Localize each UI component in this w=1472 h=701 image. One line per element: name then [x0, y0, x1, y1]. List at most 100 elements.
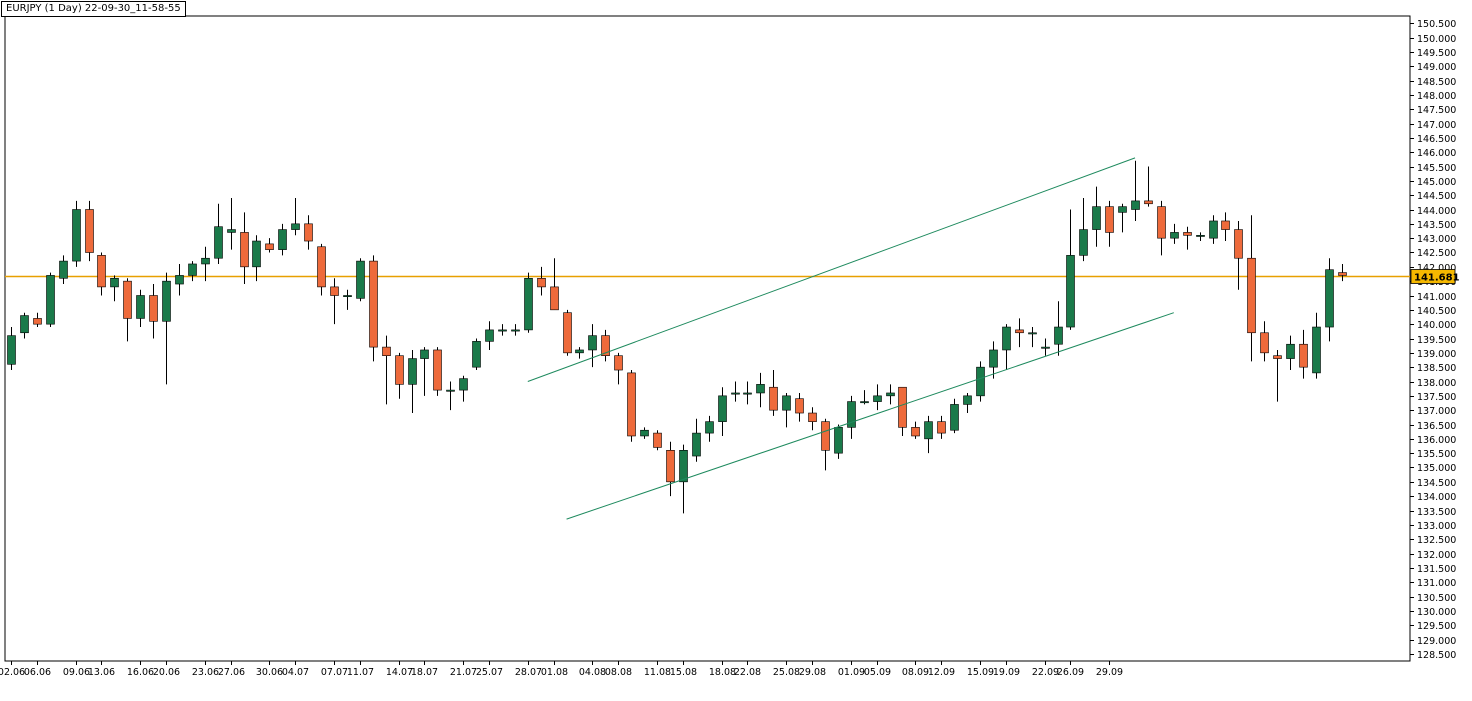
y-tick-label: 141.000 — [1417, 292, 1456, 303]
candle — [821, 418, 830, 471]
candle-body-up — [705, 421, 714, 434]
y-tick-label: 135.000 — [1417, 463, 1456, 474]
candle-body-down — [601, 335, 610, 356]
x-tick-label: 14.07 — [386, 667, 413, 678]
y-tick-label: 148.500 — [1417, 77, 1456, 88]
candle-body-up — [1196, 235, 1205, 237]
candle-body-down — [937, 421, 946, 434]
candle — [1338, 263, 1347, 282]
candle-body-up — [950, 404, 959, 431]
candle — [718, 387, 727, 436]
x-tick-label: 15.09 — [967, 667, 994, 678]
candle — [214, 203, 223, 264]
x-tick-label: 13.06 — [88, 667, 115, 678]
y-tick-label: 140.000 — [1417, 320, 1456, 331]
candle — [1196, 232, 1205, 242]
upper-channel-line — [527, 157, 1136, 382]
candle-body-down — [1015, 329, 1024, 334]
y-tick-label: 128.500 — [1417, 650, 1456, 661]
candle — [1028, 327, 1037, 348]
candle — [356, 258, 365, 302]
y-tick-label: 133.500 — [1417, 507, 1456, 518]
y-tick-label: 150.000 — [1417, 34, 1456, 45]
candle-body-up — [1131, 200, 1140, 210]
candle — [782, 392, 791, 428]
candle-body-up — [485, 329, 494, 342]
candle-body-down — [563, 312, 572, 354]
candle — [860, 390, 869, 405]
lower-channel-line — [566, 312, 1174, 520]
candle-body-down — [653, 432, 662, 448]
x-tick-label: 28.07 — [515, 667, 542, 678]
candle-body-down — [795, 398, 804, 414]
candle-body-up — [20, 315, 29, 334]
candle — [1105, 200, 1114, 247]
candle-body-up — [59, 260, 68, 279]
candle — [72, 200, 81, 267]
candle-body-up — [498, 329, 507, 332]
candle-body-up — [588, 335, 597, 351]
y-tick-label: 134.500 — [1417, 478, 1456, 489]
candle-body-up — [7, 335, 16, 365]
candle — [575, 347, 584, 359]
candle — [188, 261, 197, 282]
candle — [550, 258, 559, 311]
candle-body-down — [1221, 220, 1230, 230]
y-tick-label: 148.000 — [1417, 91, 1456, 102]
candle — [446, 381, 455, 411]
candle-body-up — [201, 257, 210, 265]
candle — [627, 370, 636, 442]
candle — [950, 398, 959, 434]
candles — [7, 160, 1347, 514]
candle — [1234, 220, 1243, 290]
candle-body-up — [976, 366, 985, 397]
candle-body-down — [33, 318, 42, 325]
candle — [743, 381, 752, 405]
candle-body-down — [1183, 232, 1192, 236]
candle — [1092, 186, 1101, 247]
x-tick-label: 11.08 — [644, 667, 671, 678]
y-tick-label: 144.000 — [1417, 206, 1456, 217]
y-tick-label: 130.000 — [1417, 607, 1456, 618]
candle-body-up — [756, 384, 765, 394]
candle-body-up — [72, 209, 81, 262]
candle-body-up — [252, 240, 261, 268]
candle-body-up — [718, 395, 727, 422]
candle-body-down — [821, 421, 830, 451]
candle-body-up — [188, 263, 197, 276]
candle-body-up — [743, 392, 752, 395]
x-tick-label: 20.06 — [153, 667, 180, 678]
candle — [97, 252, 106, 296]
candle — [408, 349, 417, 414]
candle — [1299, 329, 1308, 379]
candle — [459, 375, 468, 402]
candle-body-up — [472, 341, 481, 368]
candle-body-up — [446, 389, 455, 392]
candle-body-down — [911, 427, 920, 437]
candle — [769, 370, 778, 416]
x-tick-label: 15.08 — [670, 667, 697, 678]
candle — [937, 415, 946, 439]
candle-body-up — [1312, 326, 1321, 374]
candle-body-up — [834, 427, 843, 454]
candle — [834, 424, 843, 459]
candle-body-up — [278, 229, 287, 250]
candle-body-up — [860, 401, 869, 404]
y-tick-label: 143.000 — [1417, 234, 1456, 245]
candle — [433, 347, 442, 396]
y-tick-label: 129.000 — [1417, 636, 1456, 647]
y-tick-label: 142.000 — [1417, 263, 1456, 274]
y-tick-label: 134.000 — [1417, 492, 1456, 503]
candle — [963, 392, 972, 414]
candle — [395, 352, 404, 399]
x-tick-label: 06.06 — [24, 667, 51, 678]
candle-body-up — [1118, 206, 1127, 213]
candle-body-up — [1325, 269, 1334, 328]
candle-body-up — [175, 275, 184, 285]
candle-body-down — [85, 209, 94, 253]
y-tick-label: 137.500 — [1417, 392, 1456, 403]
candle — [640, 427, 649, 439]
y-tick-label: 133.000 — [1417, 521, 1456, 532]
